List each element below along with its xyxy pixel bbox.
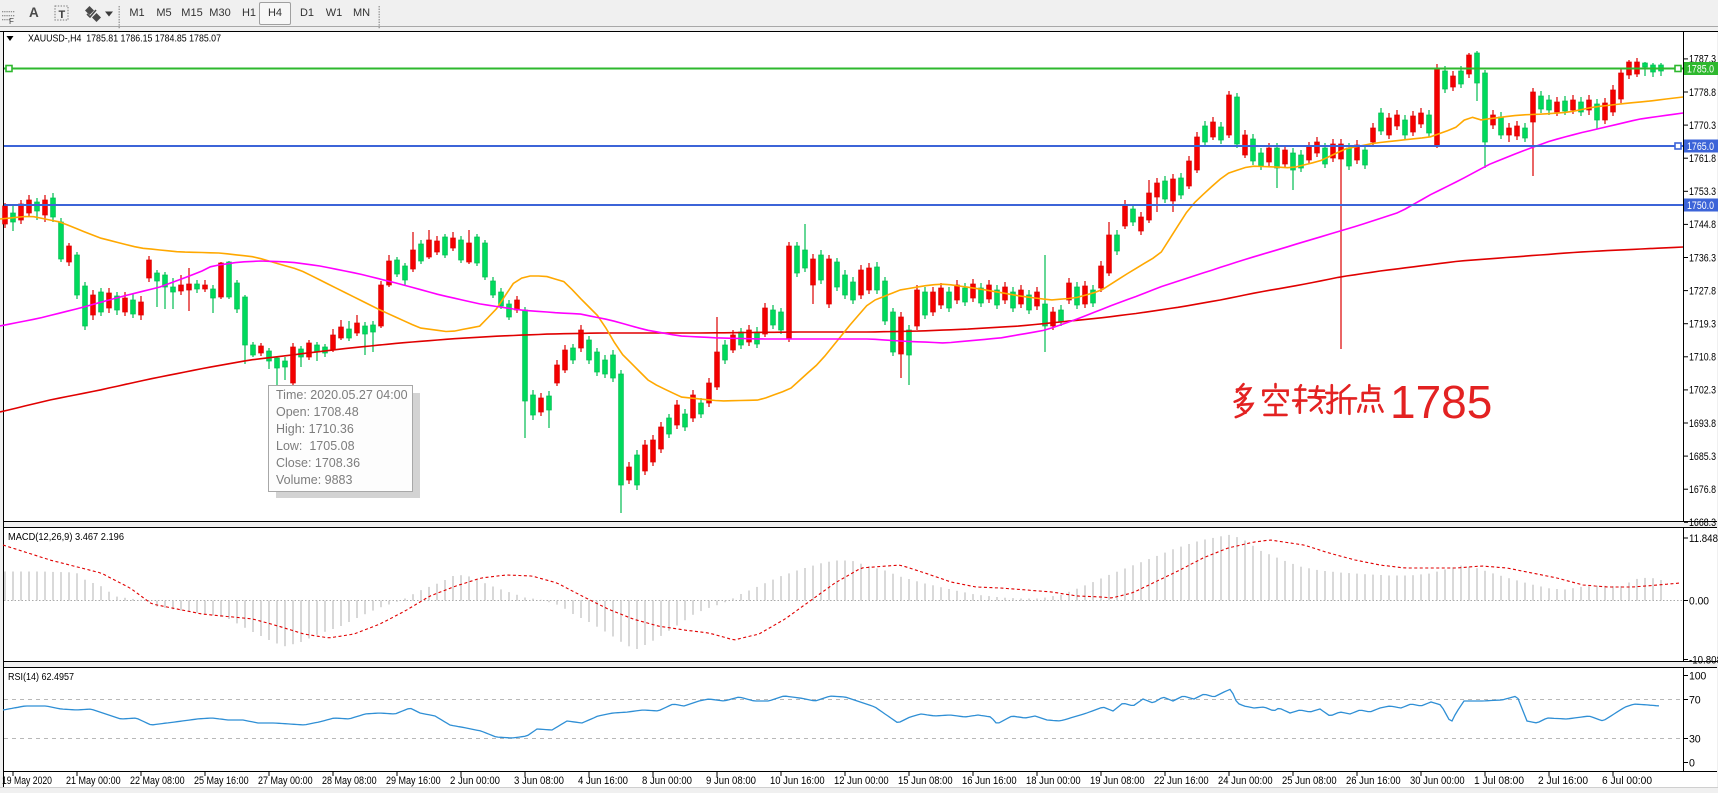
svg-text:1736.3: 1736.3 <box>1689 252 1716 264</box>
svg-text:1753.3: 1753.3 <box>1689 186 1716 198</box>
svg-text:30 Jun 00:00: 30 Jun 00:00 <box>1410 775 1465 787</box>
svg-text:19 Jun 08:00: 19 Jun 08:00 <box>1090 775 1145 787</box>
svg-text:1778.8: 1778.8 <box>1689 87 1716 99</box>
svg-text:-10.808: -10.808 <box>1689 654 1718 666</box>
svg-text:15 Jun 08:00: 15 Jun 08:00 <box>898 775 953 787</box>
svg-text:25 Jun 08:00: 25 Jun 08:00 <box>1282 775 1337 787</box>
svg-text:High: 1710.36: High: 1710.36 <box>276 422 354 436</box>
svg-text:18 Jun 00:00: 18 Jun 00:00 <box>1026 775 1081 787</box>
svg-text:1785: 1785 <box>1390 376 1492 428</box>
svg-text:28 May 08:00: 28 May 08:00 <box>322 775 377 787</box>
svg-text:Close: 1708.36: Close: 1708.36 <box>276 456 360 470</box>
svg-text:6 Jul 00:00: 6 Jul 00:00 <box>1602 775 1652 787</box>
svg-text:1 Jul 08:00: 1 Jul 08:00 <box>1474 775 1524 787</box>
svg-text:11.848: 11.848 <box>1689 533 1718 545</box>
svg-text:1787.3: 1787.3 <box>1689 54 1716 66</box>
svg-text:10 Jun 16:00: 10 Jun 16:00 <box>770 775 825 787</box>
svg-text:1719.3: 1719.3 <box>1689 319 1716 331</box>
svg-text:1702.3: 1702.3 <box>1689 385 1716 397</box>
svg-text:1727.8: 1727.8 <box>1689 285 1716 297</box>
svg-text:Time: 2020.05.27 04:00: Time: 2020.05.27 04:00 <box>276 388 408 402</box>
svg-text:1744.8: 1744.8 <box>1689 219 1716 231</box>
svg-text:F: F <box>9 17 14 25</box>
svg-text:1693.8: 1693.8 <box>1689 418 1716 430</box>
svg-text:1765.0: 1765.0 <box>1687 141 1714 153</box>
svg-text:25 May 16:00: 25 May 16:00 <box>194 775 249 787</box>
svg-text:8 Jun 00:00: 8 Jun 00:00 <box>642 775 692 787</box>
svg-text:1785.0: 1785.0 <box>1687 64 1714 76</box>
svg-text:12 Jun 00:00: 12 Jun 00:00 <box>834 775 889 787</box>
svg-text:Volume: 9883: Volume: 9883 <box>276 473 352 487</box>
svg-text:9 Jun 08:00: 9 Jun 08:00 <box>706 775 756 787</box>
svg-text:1750.0: 1750.0 <box>1687 200 1714 212</box>
svg-text:1761.8: 1761.8 <box>1689 153 1716 165</box>
svg-text:21 May 00:00: 21 May 00:00 <box>66 775 121 787</box>
svg-text:1770.3: 1770.3 <box>1689 120 1716 132</box>
svg-text:2 Jun 00:00: 2 Jun 00:00 <box>450 775 500 787</box>
svg-text:Open: 1708.48: Open: 1708.48 <box>276 405 359 419</box>
svg-text:27 May 00:00: 27 May 00:00 <box>258 775 313 787</box>
svg-text:24 Jun 00:00: 24 Jun 00:00 <box>1218 775 1273 787</box>
svg-text:70: 70 <box>1689 694 1701 706</box>
svg-text:3 Jun 08:00: 3 Jun 08:00 <box>514 775 564 787</box>
svg-text:MACD(12,26,9) 3.467 2.196: MACD(12,26,9) 3.467 2.196 <box>8 531 124 543</box>
svg-text:2 Jul 16:00: 2 Jul 16:00 <box>1538 775 1588 787</box>
svg-text:T: T <box>59 9 66 21</box>
svg-text:22 Jun 16:00: 22 Jun 16:00 <box>1154 775 1209 787</box>
svg-text:XAUUSD-,H4 1785.81 1786.15 17: XAUUSD-,H4 1785.81 1786.15 1784.85 1785.… <box>28 33 221 45</box>
svg-text:30: 30 <box>1689 733 1701 745</box>
svg-text:29 May 16:00: 29 May 16:00 <box>386 775 441 787</box>
svg-text:4 Jun 16:00: 4 Jun 16:00 <box>578 775 628 787</box>
svg-text:26 Jun 16:00: 26 Jun 16:00 <box>1346 775 1401 787</box>
svg-text:RSI(14) 62.4957: RSI(14) 62.4957 <box>8 671 74 683</box>
svg-text:1676.8: 1676.8 <box>1689 484 1716 496</box>
svg-text:22 May 08:00: 22 May 08:00 <box>130 775 185 787</box>
svg-text:1668.3: 1668.3 <box>1689 517 1716 529</box>
svg-text:0: 0 <box>1689 757 1695 769</box>
svg-text:19 May 2020: 19 May 2020 <box>2 775 52 787</box>
svg-text:1685.3: 1685.3 <box>1689 451 1716 463</box>
svg-text:1710.8: 1710.8 <box>1689 352 1716 364</box>
svg-text:16 Jun 16:00: 16 Jun 16:00 <box>962 775 1017 787</box>
svg-text:Low: 1705.08: Low: 1705.08 <box>276 439 355 453</box>
svg-text:0.00: 0.00 <box>1689 595 1709 607</box>
svg-text:100: 100 <box>1689 670 1706 682</box>
